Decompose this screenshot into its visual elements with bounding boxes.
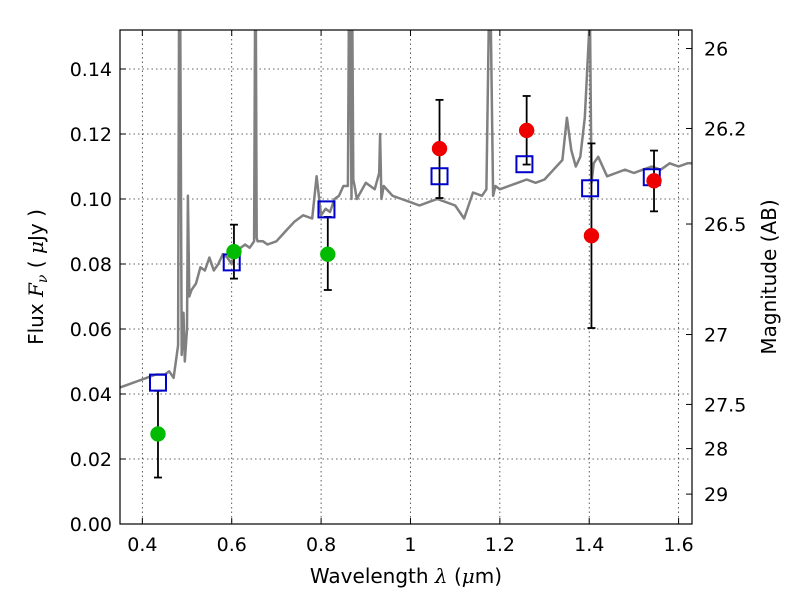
green-circle-point [320,246,336,262]
spectrum-line [120,30,692,389]
x-tick-label: 0.4 [127,534,157,556]
blue-square-point [581,179,600,198]
tick-labels: 0.4 0.6 0.8 1 1.2 1.4 1.6 0.00 0.02 0.04 0.06 0.08 0… [70,39,747,556]
y-axis-label: Flux Fν ( μJy ) [24,209,51,345]
green-circle-point [226,243,242,260]
y-tick-label: 0.14 [70,59,112,81]
error-bars [153,95,659,479]
y-tick-label: 0.12 [70,124,112,146]
green-circle-point [150,426,166,442]
right-tick-label: 26.5 [704,214,746,236]
blue-square-point [430,167,449,186]
red-circle-point [583,227,600,244]
red-circle-point [646,173,662,189]
y-tick-label: 0.04 [70,384,112,406]
right-tick-label: 27 [704,325,728,347]
x-tick-label: 0.8 [306,534,336,556]
x-tick-label: 1.4 [574,534,604,556]
ticks [120,30,692,525]
right-tick-label: 28 [704,439,728,461]
blue-square-point [515,155,534,174]
x-tick-label: 1.6 [663,534,693,556]
blue-square-point [317,200,336,219]
plot-frame [119,29,693,525]
red-circle-point [431,140,448,157]
right-tick-label: 26 [704,39,728,61]
x-tick-label: 0.6 [217,534,247,556]
y-tick-label: 0.02 [70,449,112,471]
grid [120,30,692,524]
x-tick-label: 1.2 [485,534,515,556]
y-tick-label: 0.10 [70,189,112,211]
right-tick-label: 29 [704,484,728,506]
blue-square-point [148,373,167,392]
red-circle-point [518,122,535,139]
y-tick-label: 0.06 [70,319,112,341]
right-tick-label: 27.5 [704,394,746,416]
x-axis-label: Wavelength λ (μm) [310,564,502,588]
right-tick-label: 26.2 [704,118,746,140]
y-tick-label: 0.08 [70,254,112,276]
markers [148,122,662,442]
y-tick-label: 0.00 [70,514,112,536]
x-tick-label: 1 [404,534,416,556]
right-axis-label: Magnitude (AB) [757,199,781,354]
plot-area [120,30,692,479]
